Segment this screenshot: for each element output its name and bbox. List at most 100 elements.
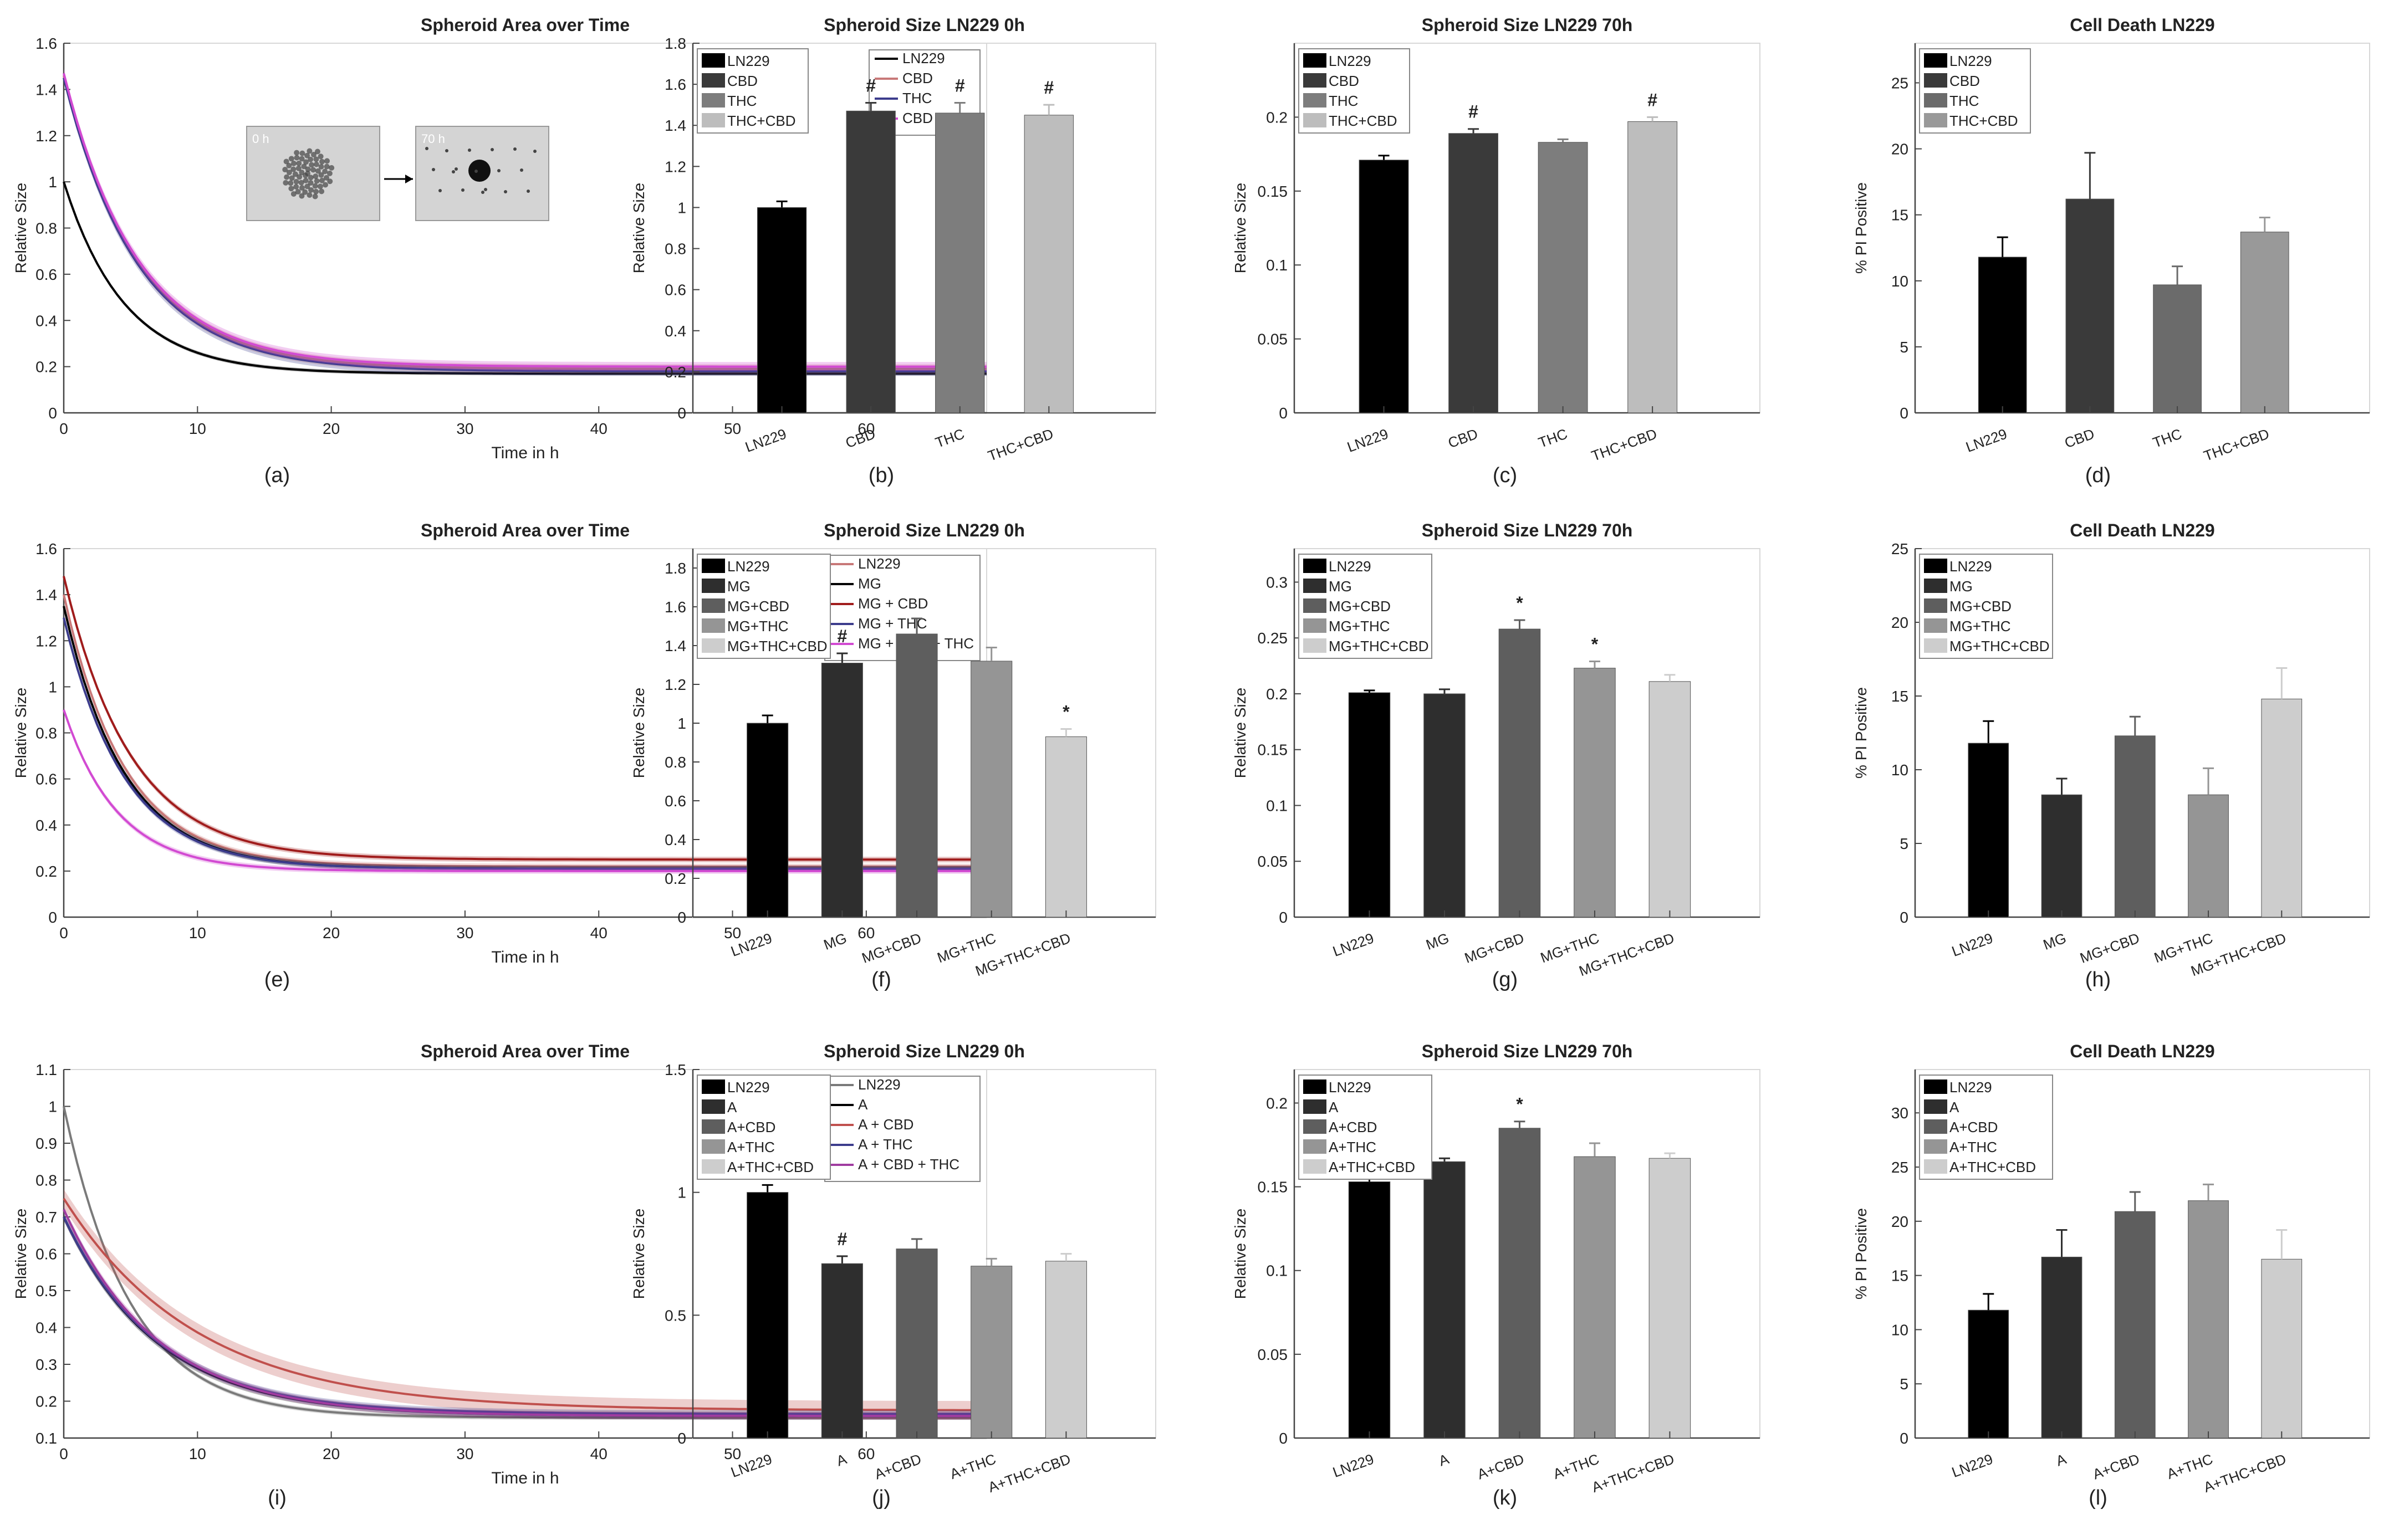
y-tick-label: 20 bbox=[1891, 1213, 1908, 1230]
y-tick-label: 0.1 bbox=[1266, 1262, 1288, 1280]
legend-swatch bbox=[1303, 1139, 1326, 1154]
inset-cell bbox=[303, 177, 309, 183]
inset-cell bbox=[312, 183, 318, 189]
y-tick-label: 5 bbox=[1900, 339, 1908, 356]
bar bbox=[1045, 736, 1087, 918]
inset-debris bbox=[461, 188, 465, 192]
panel-label: (g) bbox=[1492, 968, 1518, 991]
panel-0: 0 0.2 0.4 0.6 0.8 1 1.2 1.4 1.6 Spheroid Area ove… bbox=[12, 15, 987, 487]
inset-debris bbox=[445, 149, 448, 152]
inset-debris bbox=[425, 147, 428, 150]
chart-title: Spheroid Size LN229 70h bbox=[1422, 15, 1633, 35]
series-line bbox=[63, 181, 987, 375]
inset-cell bbox=[289, 175, 295, 181]
x-tick-label: CBD bbox=[2063, 425, 2097, 451]
bar bbox=[2114, 1211, 2156, 1439]
y-axis-label: Relative Size bbox=[1232, 688, 1249, 778]
x-tick-label: A+THC bbox=[948, 1450, 998, 1482]
inset-cell bbox=[326, 170, 333, 176]
chart-title: Spheroid Area over Time bbox=[421, 15, 630, 35]
y-tick-label: 0.2 bbox=[35, 359, 57, 376]
y-axis-label: Relative Size bbox=[12, 183, 29, 273]
x-tick-label: MG bbox=[1423, 929, 1451, 953]
x-axis-label: Time in h bbox=[491, 1469, 559, 1487]
inset-cell bbox=[308, 156, 314, 162]
legend-swatch bbox=[1924, 113, 1947, 127]
y-tick-label: 0.3 bbox=[35, 1356, 57, 1373]
x-tick-label: MG+CBD bbox=[2078, 929, 2141, 966]
significance-mark: # bbox=[866, 75, 876, 95]
y-tick-label: 20 bbox=[1891, 614, 1908, 631]
x-tick-label: THC+CBD bbox=[2201, 425, 2271, 464]
legend-swatch bbox=[1303, 1099, 1326, 1114]
bar bbox=[1045, 1261, 1087, 1439]
y-tick-label: 0.05 bbox=[1258, 1346, 1288, 1363]
y-axis-label: Relative Size bbox=[1232, 1209, 1249, 1299]
panel-2: 0 0.05 0.1 0.15 0.2 Spheroid Size LN229 70h Re… bbox=[1232, 15, 1760, 487]
x-tick-label: 10 bbox=[189, 1445, 206, 1462]
legend-label: LN229 bbox=[858, 555, 901, 572]
legend-swatch bbox=[1303, 1079, 1326, 1094]
inset-spheroid bbox=[468, 160, 491, 182]
y-tick-label: 0 bbox=[48, 405, 57, 422]
legend-swatch bbox=[1303, 93, 1326, 108]
chart-title: Cell Death LN229 bbox=[2070, 15, 2214, 35]
bar bbox=[821, 663, 863, 918]
legend-label: MG bbox=[858, 575, 881, 592]
significance-mark: * bbox=[1063, 702, 1070, 722]
legend-swatch bbox=[1303, 598, 1326, 613]
x-tick-label: 60 bbox=[857, 1445, 875, 1462]
y-tick-label: 0.6 bbox=[35, 266, 57, 283]
legend-label: THC bbox=[1329, 93, 1358, 109]
inset-cell bbox=[298, 180, 304, 186]
x-tick-label: MG bbox=[821, 929, 849, 953]
inset-cell bbox=[319, 188, 325, 195]
inset-label: 0 h bbox=[252, 132, 269, 146]
inset-debris bbox=[481, 191, 484, 194]
y-tick-label: 0 bbox=[1900, 909, 1908, 926]
legend-swatch bbox=[702, 1119, 725, 1134]
x-tick-label: THC bbox=[2151, 425, 2184, 451]
bar bbox=[1968, 743, 2009, 918]
bar bbox=[2065, 198, 2115, 413]
legend-swatch bbox=[702, 598, 725, 613]
bar bbox=[896, 1249, 938, 1439]
inset-cell bbox=[283, 158, 289, 165]
series-line bbox=[63, 73, 987, 368]
y-tick-label: 1.8 bbox=[665, 35, 686, 52]
x-tick-label: LN229 bbox=[1949, 929, 1995, 959]
legend-label: A + CBD + THC bbox=[858, 1156, 959, 1173]
chart-title: Spheroid Area over Time bbox=[421, 520, 630, 540]
legend-label: LN229 bbox=[1329, 1079, 1371, 1096]
legend-label: A + THC bbox=[858, 1136, 913, 1153]
y-axis-label: Relative Size bbox=[630, 688, 647, 778]
panel-6: 0 0.05 0.1 0.15 0.2 0.25 0.3 Spheroid Size LN22… bbox=[1232, 520, 1760, 991]
inset-cell bbox=[307, 192, 313, 198]
panel-label: (i) bbox=[268, 1486, 287, 1510]
y-tick-label: 0 bbox=[1900, 1430, 1908, 1447]
inset-cell bbox=[308, 187, 314, 193]
significance-mark: * bbox=[1516, 593, 1523, 613]
bar bbox=[1968, 1309, 2009, 1439]
y-tick-label: 0.15 bbox=[1258, 741, 1288, 759]
inset-cell bbox=[303, 172, 309, 178]
inset-cell bbox=[294, 150, 300, 156]
bar bbox=[1348, 692, 1391, 918]
y-tick-label: 0 bbox=[1900, 405, 1908, 422]
chart-title: Spheroid Size LN229 70h bbox=[1422, 520, 1633, 540]
legend-swatch bbox=[702, 1079, 725, 1094]
inset-debris bbox=[484, 188, 487, 191]
y-tick-label: 1.2 bbox=[665, 158, 686, 175]
inset-cell bbox=[312, 193, 318, 199]
x-tick-label: LN229 bbox=[1949, 1450, 1995, 1480]
bar bbox=[1359, 160, 1409, 413]
y-tick-label: 0.1 bbox=[1266, 797, 1288, 814]
legend-label: A+THC bbox=[727, 1139, 775, 1155]
y-tick-label: 30 bbox=[1891, 1104, 1908, 1122]
legend-label: MG+CBD bbox=[727, 598, 789, 615]
legend-label: MG bbox=[727, 578, 751, 595]
inset-cell bbox=[317, 183, 323, 190]
panel-1: 0 0.2 0.4 0.6 0.8 1 1.2 1.4 1.6 1.8 Spheroid Size … bbox=[630, 15, 1156, 487]
y-tick-label: 0.1 bbox=[1266, 257, 1288, 274]
bar bbox=[1574, 1156, 1616, 1439]
